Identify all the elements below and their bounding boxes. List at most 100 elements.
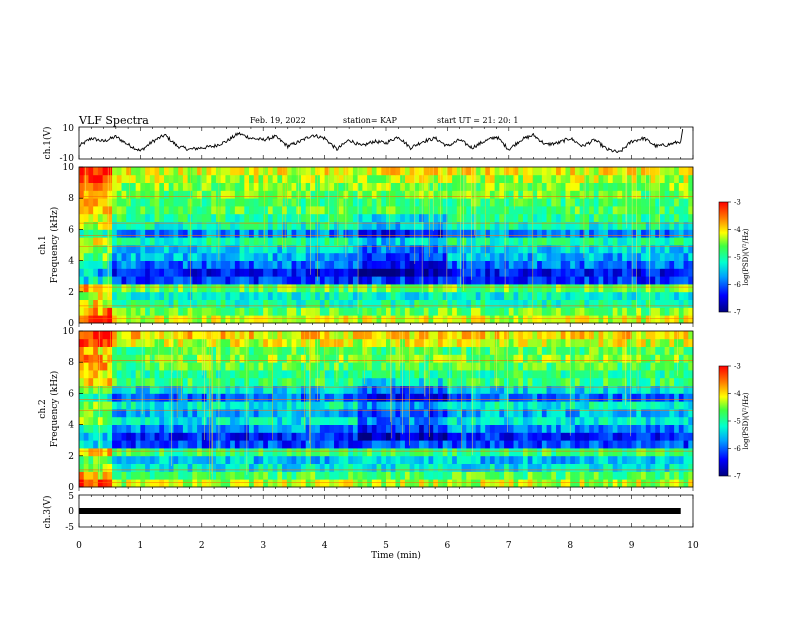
spectrogram-cell (103, 315, 108, 323)
spectrogram-cell (221, 440, 226, 448)
spectrogram-cell (424, 237, 429, 245)
spectrogram-cell (258, 393, 263, 401)
spectrogram-cell (362, 378, 367, 386)
spectrogram-cell (395, 315, 400, 323)
spectrogram-cell (254, 253, 259, 261)
spectrogram-cell (386, 229, 391, 237)
spectrogram-cell (400, 214, 405, 222)
spectrogram-cell (178, 479, 183, 487)
spectrogram-cell (480, 370, 485, 378)
spectrogram-cell (391, 214, 396, 222)
spectrogram-cell (310, 479, 315, 487)
spectrogram-cell (192, 300, 197, 308)
spectrogram-cell (164, 440, 169, 448)
spectrogram-cell (622, 425, 627, 433)
spectrogram-cell (684, 198, 689, 206)
spectrogram-cell (386, 253, 391, 261)
spectrogram-cell (377, 354, 382, 362)
spectrogram-cell (471, 315, 476, 323)
spectrogram-cell (169, 183, 174, 191)
spectrogram-cell (641, 362, 646, 370)
spectrogram-cell (414, 190, 419, 198)
spectrogram-cell (575, 362, 580, 370)
spectrogram-cell (594, 307, 599, 315)
spectrogram-cell (367, 261, 372, 269)
spectrogram-cell (183, 300, 188, 308)
spectrogram-cell (273, 229, 278, 237)
spectrogram-cell (617, 448, 622, 456)
spectrogram-cell (433, 401, 438, 409)
spectrogram-cell (674, 393, 679, 401)
spectrogram-cell (320, 175, 325, 183)
spectrogram-cell (650, 425, 655, 433)
spectrogram-cell (447, 315, 452, 323)
spectrogram-cell (381, 378, 386, 386)
spectrogram-cell (613, 183, 618, 191)
spectrogram-cell (207, 214, 212, 222)
spectrogram-cell (395, 456, 400, 464)
spectrogram-cell (537, 253, 542, 261)
spectrogram-cell (514, 417, 519, 425)
spectrogram-cell (636, 448, 641, 456)
spectrogram-cell (457, 167, 462, 175)
spectrogram-cell (126, 393, 131, 401)
spectrogram-cell (447, 432, 452, 440)
spectrogram-cell (679, 479, 684, 487)
spectrogram-cell (381, 362, 386, 370)
spectrogram-cell (320, 432, 325, 440)
spectrogram-cell (249, 276, 254, 284)
spectrogram-cell (169, 237, 174, 245)
spectrogram-cell (490, 393, 495, 401)
spectrogram-cell (395, 167, 400, 175)
spectrogram-cell (410, 378, 415, 386)
spectrogram-cell (362, 315, 367, 323)
spectrogram-cell (216, 393, 221, 401)
spectrogram-cell (565, 307, 570, 315)
spectrogram-cell (636, 315, 641, 323)
spectrogram-cell (88, 237, 93, 245)
spectrogram-cell (462, 276, 467, 284)
spectrogram-cell (117, 284, 122, 292)
spectrogram-cell (433, 393, 438, 401)
spectrogram-cell (244, 167, 249, 175)
spectrogram-cell (561, 253, 566, 261)
spectrogram-cell (636, 471, 641, 479)
spectrogram-cell (466, 237, 471, 245)
spectrogram-cell (150, 464, 155, 472)
spectrogram-cell (608, 425, 613, 433)
spectrogram-cell (107, 401, 112, 409)
spectrogram-cell (103, 401, 108, 409)
spectrogram-cell (485, 315, 490, 323)
spectrogram-cell (173, 417, 178, 425)
spectrogram-cell (447, 284, 452, 292)
spectrogram-cell (296, 471, 301, 479)
spectrogram-cell (679, 237, 684, 245)
spectrogram-cell (192, 378, 197, 386)
spectrogram-cell (528, 276, 533, 284)
spectrogram-cell (240, 354, 245, 362)
spectrogram-cell (225, 370, 230, 378)
spectrogram-cell (211, 479, 216, 487)
spectrogram-cell (452, 300, 457, 308)
spectrogram-cell (329, 237, 334, 245)
spectrogram-cell (254, 362, 259, 370)
spectrogram-cell (98, 425, 103, 433)
spectrogram-cell (126, 276, 131, 284)
spectrogram-cell (282, 401, 287, 409)
spectrogram-cell (584, 253, 589, 261)
spectrogram-cell (273, 284, 278, 292)
spectrogram-cell (438, 448, 443, 456)
spectrogram-cell (504, 362, 509, 370)
spectrogram-cell (202, 362, 207, 370)
spectrogram-cell (594, 362, 599, 370)
spectrogram-cell (221, 393, 226, 401)
spectrogram-cell (216, 284, 221, 292)
spectrogram-cell (258, 378, 263, 386)
spectrogram-cell (292, 393, 297, 401)
spectrogram-cell (140, 417, 145, 425)
spectrogram-cell (580, 471, 585, 479)
spectrogram-cell (329, 479, 334, 487)
spectrogram-cell (159, 292, 164, 300)
spectrogram-cell (98, 253, 103, 261)
spectrogram-cell (400, 229, 405, 237)
